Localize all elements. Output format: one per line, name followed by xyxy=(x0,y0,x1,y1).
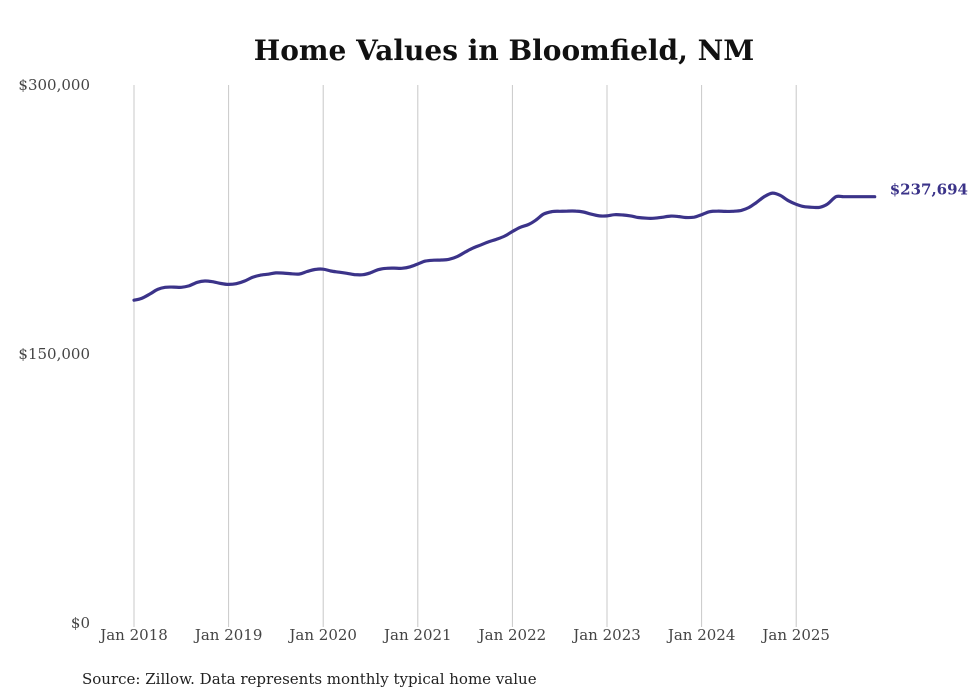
x-tick-label-3: Jan 2021 xyxy=(382,626,452,644)
gridlines xyxy=(133,85,797,627)
source-note: Source: Zillow. Data represents monthly … xyxy=(82,670,537,688)
y-tick-label-2: $300,000 xyxy=(18,76,90,94)
series-layer: $237,694 xyxy=(132,181,968,302)
series-end-label-0: $237,694 xyxy=(890,181,968,199)
x-tick-label-5: Jan 2023 xyxy=(571,626,641,644)
chart-title: Home Values in Bloomfield, NM xyxy=(254,34,754,67)
y-axis-ticks: $0 $150,000 $300,000 xyxy=(18,76,90,632)
x-tick-label-6: Jan 2024 xyxy=(666,626,736,644)
y-tick-label-0: $0 xyxy=(71,614,90,632)
y-tick-label-1: $150,000 xyxy=(18,345,90,363)
x-tick-label-7: Jan 2025 xyxy=(760,626,830,644)
x-tick-label-4: Jan 2022 xyxy=(477,626,547,644)
x-tick-label-0: Jan 2018 xyxy=(98,626,168,644)
x-tick-label-2: Jan 2020 xyxy=(287,626,357,644)
x-tick-label-1: Jan 2019 xyxy=(193,626,263,644)
series-line-0 xyxy=(132,191,877,302)
x-axis-ticks: Jan 2018 Jan 2019 Jan 2020 Jan 2021 Jan 2022… xyxy=(98,626,830,644)
